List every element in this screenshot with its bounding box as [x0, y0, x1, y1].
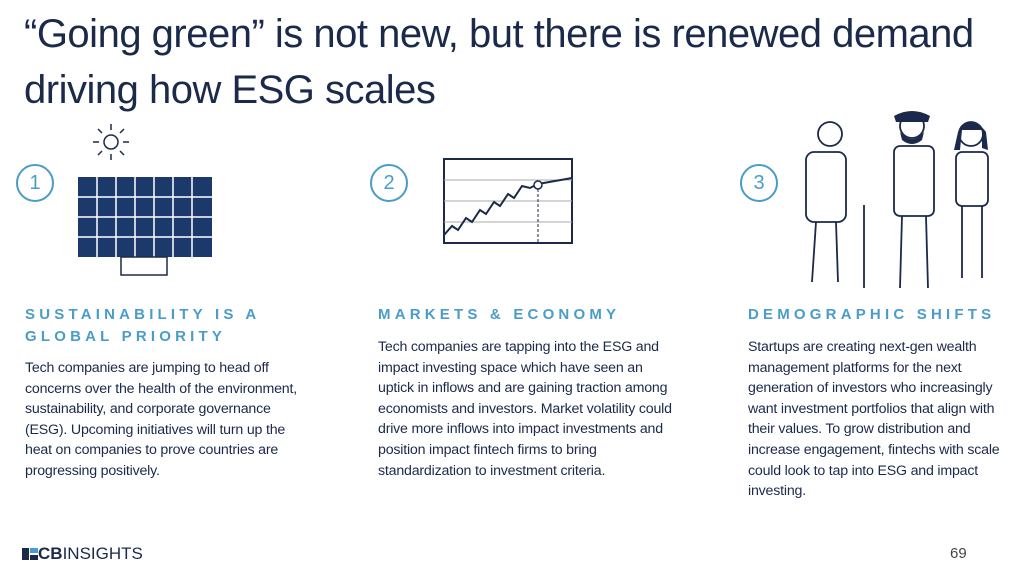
step-number: 1	[16, 164, 54, 202]
logo-text: INSIGHTS	[62, 544, 143, 563]
logo: CBINSIGHTS	[22, 544, 143, 564]
logo-icon	[22, 548, 38, 560]
logo-mark: CB	[38, 544, 63, 563]
step-number: 2	[370, 164, 408, 202]
step-number: 3	[740, 164, 778, 202]
column-heading: SUSTAINABILITY IS A GLOBAL PRIORITY	[25, 306, 260, 345]
column-body: Tech companies are tapping into the ESG …	[378, 339, 672, 479]
column-body: Tech companies are jumping to head off c…	[25, 360, 297, 479]
column-body: Startups are creating next-gen wealth ma…	[748, 339, 1000, 500]
column-heading: MARKETS & ECONOMY	[378, 306, 621, 323]
column-heading: DEMOGRAPHIC SHIFTS	[748, 306, 996, 323]
title: “Going green” is not new, but there is r…	[24, 12, 974, 112]
illustrations	[78, 111, 989, 289]
page-number: 69	[950, 545, 967, 562]
